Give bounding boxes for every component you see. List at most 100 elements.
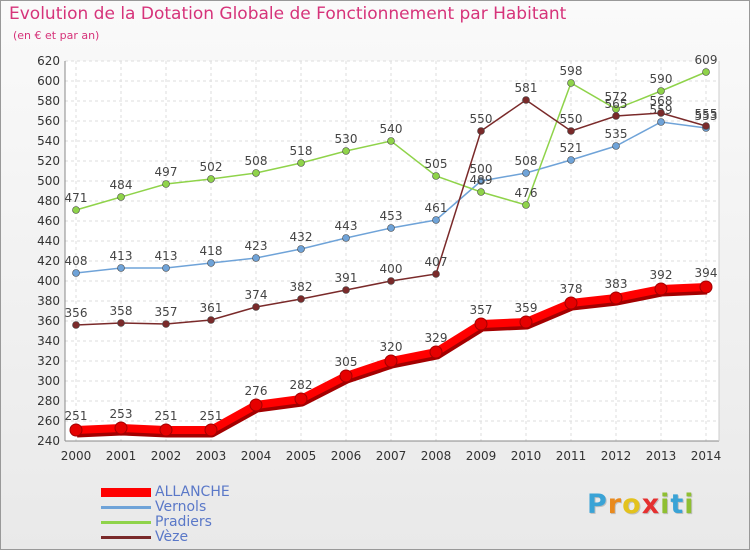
logo-letter: P [587,489,608,520]
x-tick-label: 2010 [511,449,542,463]
y-tick-label: 260 [37,414,60,428]
x-tick-label: 2005 [286,449,317,463]
data-label: 521 [560,141,583,155]
data-label: 598 [560,64,583,78]
data-point [567,79,575,87]
data-point [342,286,350,294]
data-point [297,159,305,167]
data-point [567,127,575,135]
data-label: 359 [515,301,538,315]
data-label: 555 [695,107,718,121]
data-point [69,423,83,437]
data-label: 413 [110,249,133,263]
data-label: 282 [290,378,313,392]
data-point [252,254,260,262]
data-label: 320 [380,340,403,354]
data-point [342,147,350,155]
data-label: 383 [605,277,628,291]
data-label: 408 [65,254,88,268]
data-point [204,423,218,437]
data-label: 251 [200,409,223,423]
data-label: 461 [425,201,448,215]
data-point [657,109,665,117]
y-tick-label: 520 [37,154,60,168]
data-label: 400 [380,262,403,276]
data-point [339,369,353,383]
y-tick-label: 540 [37,134,60,148]
data-label: 508 [245,154,268,168]
legend-label: Vèze [155,529,189,545]
data-label: 413 [155,249,178,263]
data-label: 572 [605,90,628,104]
data-point [702,68,710,76]
data-point [342,234,350,242]
data-point [699,280,713,294]
data-point [72,321,80,329]
data-label: 535 [605,127,628,141]
data-point [657,118,665,126]
data-label: 418 [200,244,223,258]
data-point [387,277,395,285]
legend-item-vernols: Vernols [101,499,321,515]
data-point [387,224,395,232]
data-point [702,122,710,130]
x-tick-label: 2008 [421,449,452,463]
x-tick-label: 2001 [106,449,137,463]
y-tick-label: 440 [37,234,60,248]
data-point [249,398,263,412]
x-tick-label: 2006 [331,449,362,463]
data-point [117,264,125,272]
y-tick-label: 600 [37,74,60,88]
data-label: 500 [470,162,493,176]
data-point [477,127,485,135]
data-point [432,216,440,224]
data-label: 407 [425,255,448,269]
data-label: 550 [560,112,583,126]
y-tick-label: 240 [37,434,60,448]
logo-letter: i [660,489,671,520]
data-label: 378 [560,282,583,296]
data-point [387,137,395,145]
data-point [522,201,530,209]
data-label: 305 [335,355,358,369]
data-label: 374 [245,288,268,302]
data-point [477,188,485,196]
data-label: 550 [470,112,493,126]
data-label: 392 [650,268,673,282]
data-label: 443 [335,219,358,233]
data-label: 568 [650,94,673,108]
legend-label: ALLANCHE [155,484,230,500]
plot-area [65,61,719,441]
data-label: 518 [290,144,313,158]
x-tick-label: 2000 [61,449,92,463]
data-point [654,282,668,296]
data-label: 391 [335,271,358,285]
data-point [159,423,173,437]
legend-item-pradiers: Pradiers [101,514,321,530]
data-label: 276 [245,384,268,398]
data-label: 609 [695,53,718,67]
y-tick-label: 620 [37,54,60,68]
x-tick-label: 2014 [691,449,722,463]
data-point [522,96,530,104]
logo-letter: t [670,489,685,520]
legend-swatch [101,488,151,497]
data-label: 476 [515,186,538,200]
data-point [429,345,443,359]
y-tick-label: 460 [37,214,60,228]
data-point [657,87,665,95]
logo-letter: o [622,489,642,520]
y-tick-label: 420 [37,254,60,268]
y-tick-label: 320 [37,354,60,368]
data-label: 251 [65,409,88,423]
data-point [72,269,80,277]
data-label: 530 [335,132,358,146]
chart-subtitle: (en € et par an) [13,29,100,42]
legend-item-vèze: Vèze [101,529,321,545]
data-point [72,206,80,214]
data-label: 423 [245,239,268,253]
data-label: 489 [470,173,493,187]
data-point [297,295,305,303]
